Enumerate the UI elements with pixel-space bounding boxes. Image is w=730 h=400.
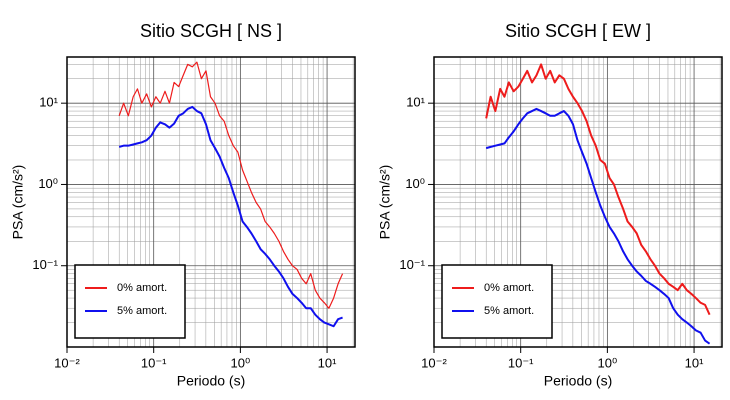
series-line <box>485 107 711 345</box>
legend-label: 0% amort. <box>484 282 534 294</box>
legend-label: 0% amort. <box>117 282 167 294</box>
x-tick-label: 10⁰ <box>598 355 618 370</box>
y-tick-label: 10⁻¹ <box>32 257 58 272</box>
x-tick-label: 10¹ <box>318 355 337 370</box>
x-tick-label: 10¹ <box>685 355 704 370</box>
series-line <box>118 105 343 328</box>
y-tick-label: 10⁰ <box>405 176 425 191</box>
y-axis-label: PSA (cm/s²) <box>377 165 393 240</box>
plot-frame <box>66 56 356 348</box>
x-axis-label: Periodo (s) <box>544 373 612 389</box>
x-tick-label: 10⁻¹ <box>141 355 167 370</box>
y-tick-label: 10¹ <box>39 95 58 110</box>
x-tick-label: 10⁻¹ <box>508 355 534 370</box>
y-axis-label: PSA (cm/s²) <box>10 165 26 240</box>
plot-frame <box>433 56 723 348</box>
legend-label: 5% amort. <box>484 305 534 317</box>
y-tick-label: 10⁰ <box>38 176 58 191</box>
legend-label: 5% amort. <box>117 305 167 317</box>
chart-title: Sitio SCGH [ NS ] <box>140 21 282 41</box>
series-line <box>118 61 344 309</box>
series-line <box>485 63 711 316</box>
legend-box <box>74 264 186 339</box>
x-tick-label: 10⁻² <box>54 355 80 370</box>
x-tick-label: 10⁻² <box>421 355 447 370</box>
y-tick-label: 10⁻¹ <box>399 257 425 272</box>
x-tick-label: 10⁰ <box>231 355 251 370</box>
x-axis-label: Periodo (s) <box>177 373 245 389</box>
legend-box <box>441 264 553 339</box>
y-tick-label: 10¹ <box>406 95 425 110</box>
chart-title: Sitio SCGH [ EW ] <box>505 21 651 41</box>
